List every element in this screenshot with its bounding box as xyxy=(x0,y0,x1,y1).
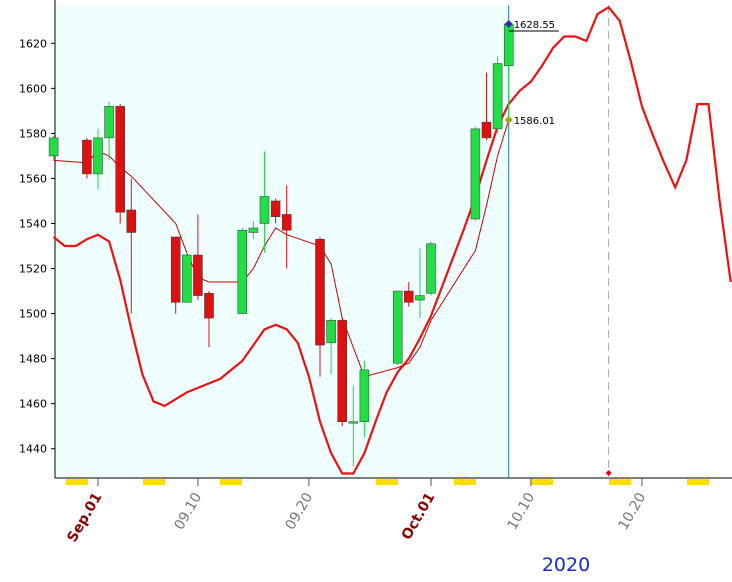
y-tick-label: 1520 xyxy=(19,263,47,276)
candle-body xyxy=(48,137,59,157)
candle-body xyxy=(503,23,514,67)
history-region xyxy=(55,5,509,478)
candle-body xyxy=(104,106,114,139)
candle-body xyxy=(126,209,137,233)
candle-body xyxy=(481,121,492,139)
annotation-label: 1628.55 xyxy=(514,20,555,31)
candle-body xyxy=(193,254,203,296)
y-tick-label: 1540 xyxy=(19,217,47,230)
y-tick-label: 1440 xyxy=(19,443,47,456)
annotation-marker xyxy=(504,20,513,29)
candle-body xyxy=(426,243,436,294)
y-tick-label: 1560 xyxy=(19,172,47,185)
year-label: 2020 xyxy=(542,554,590,576)
candle-body xyxy=(170,236,181,303)
y-tick-label: 1460 xyxy=(19,398,47,411)
y-tick-label: 1480 xyxy=(19,353,47,366)
candle-body xyxy=(82,139,92,175)
weekend xyxy=(609,479,631,485)
y-tick-label: 1500 xyxy=(19,308,47,321)
y-tick-label: 1580 xyxy=(19,127,47,140)
candle-body xyxy=(182,254,192,303)
candle-body xyxy=(281,214,292,231)
candle-body xyxy=(248,227,259,233)
annotation-label: 1586.01 xyxy=(514,116,555,127)
weekend xyxy=(220,479,242,485)
candle-body xyxy=(204,293,214,319)
weekend xyxy=(454,479,476,485)
candle-body xyxy=(404,290,414,303)
candle-body xyxy=(415,295,425,301)
weekend xyxy=(143,479,165,485)
candle-body xyxy=(392,290,403,364)
y-tick-label: 1620 xyxy=(19,37,47,50)
y-tick-label: 1600 xyxy=(19,82,47,95)
candle-body xyxy=(348,421,359,424)
candle-body xyxy=(270,200,281,217)
average-line xyxy=(53,119,510,378)
candle-body xyxy=(237,229,248,314)
candle-body xyxy=(470,128,481,220)
candle-body xyxy=(337,320,347,422)
candle-body xyxy=(93,137,103,175)
weekend xyxy=(687,479,709,485)
forecast-line xyxy=(52,5,732,475)
annotation-marker xyxy=(504,115,513,124)
weekend xyxy=(531,479,553,485)
candle-body xyxy=(259,196,270,224)
candle-body xyxy=(315,238,325,346)
weekend xyxy=(66,479,88,485)
candle-body xyxy=(115,106,125,213)
candle-body xyxy=(359,369,370,422)
weekend xyxy=(376,479,398,485)
candle-body xyxy=(326,320,336,344)
candle-body xyxy=(492,63,503,130)
weekend-markers xyxy=(66,479,709,485)
forecast-marker xyxy=(605,470,612,476)
